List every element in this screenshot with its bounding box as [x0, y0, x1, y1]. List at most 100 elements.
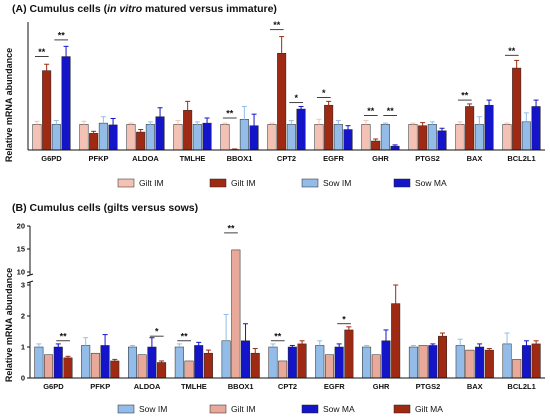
category-label: PFKP	[90, 382, 110, 391]
bar	[408, 124, 418, 151]
axis-break-mark	[26, 273, 34, 277]
bar	[250, 352, 260, 379]
bar	[34, 346, 44, 379]
category-label: PTGS2	[416, 382, 441, 391]
bar	[147, 346, 157, 379]
bar	[98, 122, 108, 151]
panel-b-ylabel: Relative mRNA abundance	[4, 268, 14, 382]
y-tick-label: 10	[17, 268, 25, 277]
bar	[145, 124, 155, 151]
bar	[202, 122, 212, 151]
bar	[502, 124, 512, 151]
y-tick-label: 1	[21, 343, 25, 352]
bar	[428, 345, 438, 379]
bar	[79, 124, 89, 151]
bar	[108, 124, 118, 151]
y-tick-label: 15	[17, 245, 25, 254]
significance-label: **	[508, 46, 516, 56]
axis-break-mark	[26, 280, 34, 284]
panel-b: G6PD PFKP ALDOA TMLHE BBOX1 CPT2 EGFR GHR PTGS2 B…	[17, 222, 545, 414]
category-label: BAX	[467, 154, 483, 163]
bar	[183, 110, 193, 151]
significance-label: *	[155, 327, 159, 337]
significance-label: *	[294, 93, 298, 103]
legend-swatch	[209, 178, 227, 188]
significance-label: **	[273, 20, 281, 30]
bar	[136, 131, 146, 151]
bar	[465, 349, 475, 379]
category-label: BAX	[467, 382, 483, 391]
category-label: BCL2L1	[507, 154, 535, 163]
bar	[100, 345, 110, 379]
bar	[127, 346, 137, 379]
bar	[455, 345, 465, 379]
bar	[157, 362, 167, 379]
bar	[241, 340, 251, 379]
bar	[286, 124, 296, 151]
bar	[126, 124, 136, 151]
bar	[391, 303, 401, 379]
bar	[512, 359, 522, 379]
legend-label: Gilt IM	[139, 178, 164, 188]
bar	[314, 124, 324, 151]
bar	[287, 346, 297, 379]
bar	[334, 346, 344, 379]
legend-label: Sow IM	[323, 178, 351, 188]
bar	[475, 346, 485, 379]
bar	[418, 345, 428, 379]
bar	[296, 108, 306, 151]
bar	[315, 345, 325, 379]
significance-label: **	[58, 30, 66, 40]
category-label: CPT2	[277, 154, 296, 163]
category-label: PFKP	[88, 154, 108, 163]
bar	[427, 124, 437, 151]
category-label: TMLHE	[180, 154, 206, 163]
significance-label: **	[226, 109, 234, 119]
bar	[333, 124, 343, 151]
category-label: BBOX1	[228, 382, 254, 391]
bar	[343, 129, 353, 151]
bar	[362, 346, 372, 379]
bar	[512, 67, 522, 151]
bar	[155, 116, 165, 151]
bar	[438, 335, 448, 379]
category-label: CPT2	[278, 382, 297, 391]
category-label: EGFR	[323, 154, 344, 163]
significance-label: **	[60, 331, 68, 341]
bar	[137, 354, 147, 379]
significance-label: **	[461, 91, 469, 101]
bar	[192, 124, 202, 151]
bar	[61, 56, 71, 151]
bar	[344, 329, 354, 379]
significance-label: **	[274, 331, 282, 341]
significance-label: **	[367, 106, 375, 116]
category-label: BCL2L1	[507, 382, 535, 391]
panel-b-title: (B) Cumulus cells (gilts versus sows)	[12, 202, 198, 214]
bar	[324, 354, 334, 379]
bar	[173, 124, 183, 151]
category-label: PTGS2	[415, 154, 440, 163]
bar	[371, 140, 381, 151]
legend-label: Gilt IM	[231, 404, 256, 414]
bar	[268, 346, 278, 379]
bar	[51, 124, 61, 151]
bar	[502, 343, 512, 379]
bar	[32, 124, 42, 151]
bar	[390, 145, 400, 151]
y-tick-label: 2	[21, 312, 25, 321]
bar	[361, 124, 371, 151]
bar	[42, 70, 52, 151]
bar	[44, 354, 54, 379]
panel-a: G6PD PFKP ALDOA TMLHE BBOX1 CPT2 EGFR GHR PTGS2 B…	[27, 20, 545, 188]
bar	[531, 106, 541, 151]
bar	[484, 349, 494, 379]
legend-label: Gilt MA	[415, 404, 443, 414]
legend-swatch	[393, 178, 411, 188]
significance-label: *	[322, 88, 326, 98]
bar	[63, 357, 73, 379]
category-label: BBOX1	[227, 154, 253, 163]
bar	[324, 104, 334, 151]
legend-label: Gilt IM	[231, 178, 256, 188]
bar	[89, 133, 99, 151]
bar	[110, 360, 120, 379]
